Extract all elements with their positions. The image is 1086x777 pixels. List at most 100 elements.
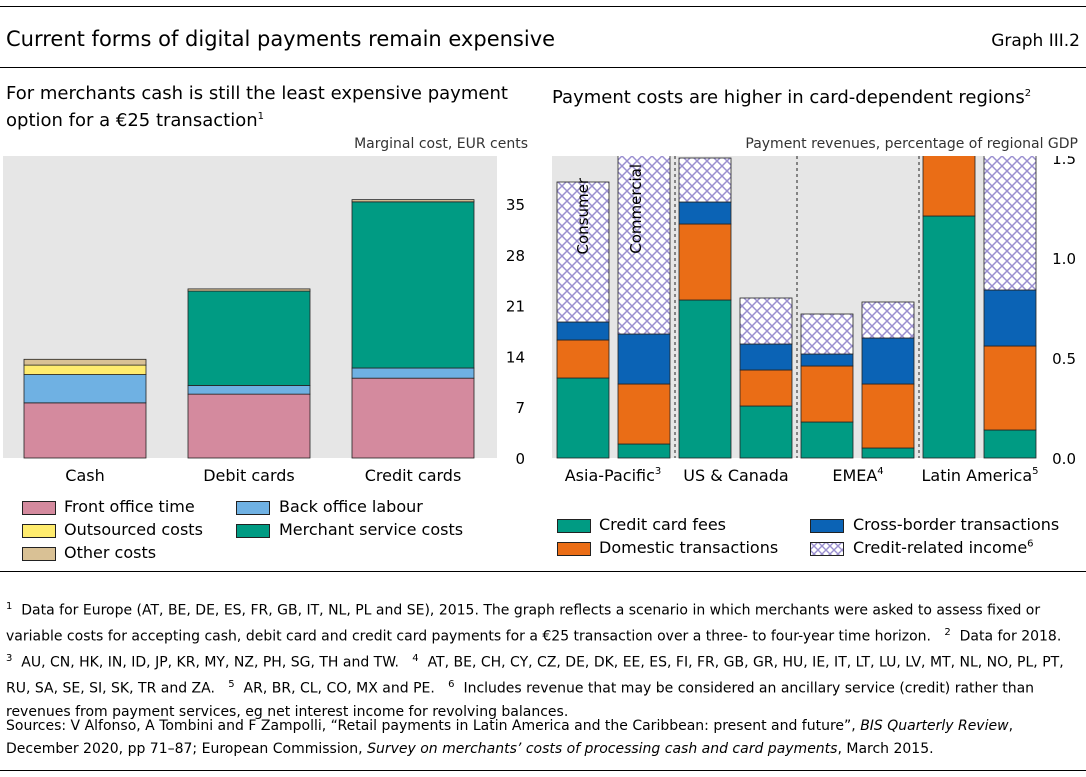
right-legend: Credit card fees Cross-border transactio…: [552, 513, 1086, 563]
bar-segment-merchant-service-costs: [187, 290, 311, 386]
left-legend: Front office time Back office labour Out…: [0, 495, 540, 570]
bar-segment-credit-related-income: [678, 157, 732, 203]
bar-segment-credit-card-fees: [922, 215, 976, 459]
left-unit-label: Marginal cost, EUR cents: [354, 136, 528, 152]
bar-segment-domestic-transactions: [922, 156, 976, 217]
legend-swatch-credit-card-fees: [557, 519, 591, 533]
legend-swatch-domestic: [557, 542, 591, 556]
bar-segment-back-office-labour: [187, 385, 311, 395]
bar-segment-cross-border-transactions: [739, 343, 793, 371]
bar-segment-credit-related-income: [861, 301, 915, 339]
y-tick-label: 28: [506, 247, 525, 265]
bar-segment-credit-related-income: [983, 156, 1037, 291]
bar-segment-back-office-labour: [23, 374, 147, 404]
right-chart: 0.00.51.01.52.02.5ConsumerCommercialAsia…: [552, 156, 1076, 485]
bar-segment-cross-border-transactions: [861, 337, 915, 385]
bar-segment-cross-border-transactions: [556, 321, 610, 341]
bar-segment-credit-related-income: [556, 181, 610, 323]
bar-segment-credit-card-fees: [800, 421, 854, 459]
x-group-label: Latin America5: [921, 466, 1038, 485]
bar-segment-domestic-transactions: [678, 223, 732, 301]
bar-segment-credit-related-income: [800, 313, 854, 355]
y-tick-label: 21: [506, 298, 525, 316]
y-tick-label: 1.0: [1052, 250, 1076, 268]
bar-segment-domestic-transactions: [983, 345, 1037, 431]
y-tick-label: 0: [515, 450, 525, 468]
bar-segment-credit-card-fees: [739, 405, 793, 459]
y-tick-label: 7: [515, 399, 525, 417]
bar-segment-front-office-time: [351, 377, 475, 459]
bar-segment-cross-border-transactions: [800, 353, 854, 367]
x-group-label: US & Canada: [683, 466, 788, 485]
legend-label-credit-card-fees: Credit card fees: [599, 515, 726, 534]
x-category-label: Credit cards: [365, 466, 462, 485]
bottom-rule: [0, 770, 1086, 771]
bar-segment-front-office-time: [23, 402, 147, 459]
y-tick-label: 14: [506, 348, 525, 366]
y-tick-label: 1.5: [1052, 156, 1076, 168]
legend-swatch-merchant-service: [236, 524, 270, 538]
footnote-5: AR, BR, CL, CO, MX and PE.: [243, 681, 435, 698]
bar-segment-other-costs: [23, 358, 147, 366]
bar-segment-cross-border-transactions: [678, 201, 732, 225]
bar-segment-credit-card-fees: [617, 443, 671, 459]
bar-segment-credit-related-income: [617, 156, 671, 335]
bar-label-commercial: Commercial: [627, 164, 645, 254]
footnote-3: AU, CN, HK, IN, ID, JP, KR, MY, NZ, PH, …: [21, 654, 399, 671]
y-tick-label: 0.0: [1052, 450, 1076, 468]
y-tick-label: 0.5: [1052, 350, 1076, 368]
top-rule: [0, 6, 1086, 7]
left-panel-title: For merchants cash is still the least ex…: [6, 83, 508, 131]
bar-segment-merchant-service-costs: [351, 201, 475, 369]
legend-swatch-cross-border: [810, 519, 844, 533]
graph-title: Current forms of digital payments remain…: [6, 27, 556, 51]
bar-segment-credit-card-fees: [983, 429, 1037, 459]
legend-label-credit-related: Credit-related income6: [853, 538, 1034, 557]
x-category-label: Cash: [65, 466, 104, 485]
right-panel-title: Payment costs are higher in card-depende…: [552, 87, 1032, 108]
legend-swatch-other: [22, 547, 56, 561]
legend-swatch-back-office: [236, 501, 270, 515]
bar-segment-domestic-transactions: [617, 383, 671, 445]
bar-segment-credit-card-fees: [861, 447, 915, 459]
sources: Sources: V Alfonso, A Tombini and F Zamp…: [6, 718, 1014, 757]
bar-segment-cross-border-transactions: [617, 333, 671, 385]
legend-swatch-outsourced: [22, 524, 56, 538]
legend-swatch-credit-related: [810, 542, 844, 556]
bar-segment-other-costs: [187, 288, 311, 292]
bar-segment-credit-related-income: [739, 297, 793, 345]
legend-label-cross-border: Cross-border transactions: [853, 515, 1060, 534]
bar-segment-domestic-transactions: [800, 365, 854, 423]
legend-label-front-office: Front office time: [64, 497, 195, 516]
bar-segment-credit-card-fees: [556, 377, 610, 459]
bar-segment-other-costs: [351, 199, 475, 203]
title-rule: [0, 67, 1086, 68]
bar-segment-back-office-labour: [351, 367, 475, 379]
footnote-1: Data for Europe (AT, BE, DE, ES, FR, GB,…: [6, 602, 1041, 645]
x-category-label: Debit cards: [203, 466, 295, 485]
footnote-2: Data for 2018.: [959, 628, 1062, 645]
graph-number: Graph III.2: [991, 31, 1080, 51]
bar-segment-credit-card-fees: [678, 299, 732, 459]
bar-segment-domestic-transactions: [739, 369, 793, 407]
x-group-label: Asia-Pacific3: [565, 466, 662, 485]
legend-label-domestic: Domestic transactions: [599, 538, 779, 557]
left-chart: 0 7 14 21 28 35 Cash Debit cards Credit cards: [3, 156, 525, 485]
bar-segment-front-office-time: [187, 393, 311, 459]
legend-label-merchant-service: Merchant service costs: [279, 520, 464, 539]
y-tick-label: 35: [506, 196, 525, 214]
legend-rule: [0, 571, 1086, 572]
x-group-label: EMEA4: [832, 466, 883, 485]
legend-label-back-office: Back office labour: [279, 497, 423, 516]
legend-label-other: Other costs: [64, 543, 157, 562]
legend-swatch-front-office: [22, 501, 56, 515]
legend-label-outsourced: Outsourced costs: [64, 520, 203, 539]
bar-segment-outsourced-costs: [23, 364, 147, 375]
footnotes: 1 Data for Europe (AT, BE, DE, ES, FR, G…: [6, 601, 1064, 720]
bar-segment-cross-border-transactions: [983, 289, 1037, 347]
bar-segment-domestic-transactions: [861, 383, 915, 449]
footnote-4: AT, BE, CH, CY, CZ, DE, DK, EE, ES, FI, …: [6, 654, 1064, 698]
bar-segment-domestic-transactions: [556, 339, 610, 379]
right-unit-label: Payment revenues, percentage of regional…: [745, 136, 1078, 152]
bar-label-consumer: Consumer: [574, 177, 592, 254]
